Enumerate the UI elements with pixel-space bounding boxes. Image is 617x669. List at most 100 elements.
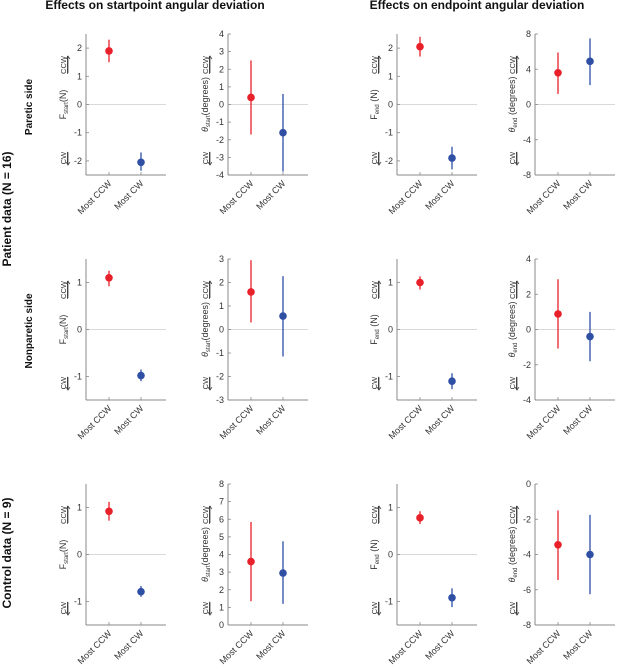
y-axis-label: θstart(degrees) [200,77,212,132]
y-tick-label: 0 [77,100,82,110]
most-ccw-point [416,42,424,51]
most-ccw-point [247,557,255,566]
x-tick-label: Most CW [254,178,288,212]
cw-direction-label: CW [370,376,379,389]
patient-group-label: Patient data (N = 16) [0,151,14,266]
cw-direction-label: CW [59,601,68,614]
y-tick-label: 2 [219,278,224,288]
most-cw-point [137,587,145,596]
y-tick-label: 1 [388,71,393,81]
y-tick-label: 4 [219,550,224,560]
y-tick-label: -4 [216,170,224,180]
y-tick-label: 2 [219,64,224,74]
most-ccw-point [416,514,424,522]
y-tick-label: -8 [523,620,531,630]
down-arrow-icon [376,377,382,391]
y-tick-label: 2 [77,43,82,53]
x-tick-label: Most CW [254,628,288,662]
y-tick-label: 1 [219,301,224,311]
y-tick-label: 8 [219,479,224,489]
y-axis-label: θend (degrees) [507,77,519,133]
most-cw-point [448,154,456,162]
x-tick-label: Most CW [561,178,595,212]
most-ccw-point [105,507,113,516]
ccw-direction-label: CCW [201,280,210,299]
ccw-direction-label: CCW [370,55,379,74]
y-axis-label: θstart(degrees) [200,527,212,582]
y-tick-label: 5 [219,532,224,542]
ccw-direction-label: CCW [508,280,517,299]
most-ccw-point [105,274,113,282]
ccw-direction-label: CCW [201,505,210,524]
x-tick-label: Most CW [112,403,146,437]
cw-direction-label: CW [201,601,210,614]
ccw-direction-label: CCW [508,55,517,74]
cw-direction-label: CW [201,376,210,389]
x-tick-label: Most CCW [387,403,425,441]
most-ccw-point [247,288,255,296]
y-tick-label: 0 [219,620,224,630]
cw-direction-label: CW [508,151,517,164]
up-arrow-icon [207,55,213,74]
cw-direction-label: CW [201,151,210,164]
x-tick-label: Most CCW [387,178,425,216]
y-axis-label: Fend (N) [369,539,381,570]
y-axis-label: Fend (N) [369,314,381,345]
ccw-direction-label: CCW [59,505,68,524]
ccw-direction-label: CCW [370,280,379,299]
most-cw-point [137,158,145,167]
ccw-direction-label: CCW [59,280,68,299]
cw-direction-label: CW [508,601,517,614]
down-arrow-icon [376,602,382,616]
up-arrow-icon [207,505,213,524]
y-tick-label: 3 [219,567,224,577]
x-tick-label: Most CW [112,628,146,662]
y-axis-label: Fstart(N) [58,315,70,345]
up-arrow-icon [65,55,71,74]
cw-direction-label: CW [508,376,517,389]
ccw-direction-label: CCW [201,55,210,74]
y-tick-label: -1 [385,597,393,607]
down-arrow-icon [65,602,71,616]
y-tick-label: 4 [526,64,531,74]
x-tick-label: Most CCW [218,628,256,666]
y-tick-label: 0 [77,325,82,335]
down-arrow-icon [514,152,520,166]
x-tick-label: Most CW [112,178,146,212]
cw-direction-label: CW [59,376,68,389]
start-section-title: Effects on startpoint angular deviation [45,0,264,12]
y-tick-label: 3 [219,47,224,57]
down-arrow-icon [65,152,71,166]
y-tick-label: 0 [77,550,82,560]
most-ccw-point [105,47,113,55]
y-tick-label: -2 [385,156,393,166]
up-arrow-icon [514,505,520,524]
control-group-label: Control data (N = 9) [0,497,14,608]
down-arrow-icon [207,152,213,166]
y-tick-label: 0 [526,479,531,489]
cw-direction-label: CW [370,601,379,614]
y-tick-label: 2 [219,585,224,595]
y-tick-label: 0 [388,550,393,560]
y-tick-label: 3 [219,254,224,264]
y-tick-label: 2 [388,43,393,53]
x-tick-label: Most CCW [76,178,114,216]
down-arrow-icon [65,377,71,391]
y-tick-label: 1 [388,278,393,288]
y-tick-label: -3 [216,152,224,162]
x-tick-label: Most CCW [76,628,114,666]
y-axis-label: Fstart(N) [58,540,70,570]
down-arrow-icon [514,602,520,616]
y-tick-label: -1 [74,372,82,382]
y-axis-label: θstart(degrees) [200,302,212,357]
y-tick-label: -4 [523,135,531,145]
up-arrow-icon [207,280,213,299]
y-tick-label: 0 [388,100,393,110]
y-tick-label: -4 [523,395,531,405]
x-tick-label: Most CCW [525,178,563,216]
y-tick-label: 0 [219,100,224,110]
